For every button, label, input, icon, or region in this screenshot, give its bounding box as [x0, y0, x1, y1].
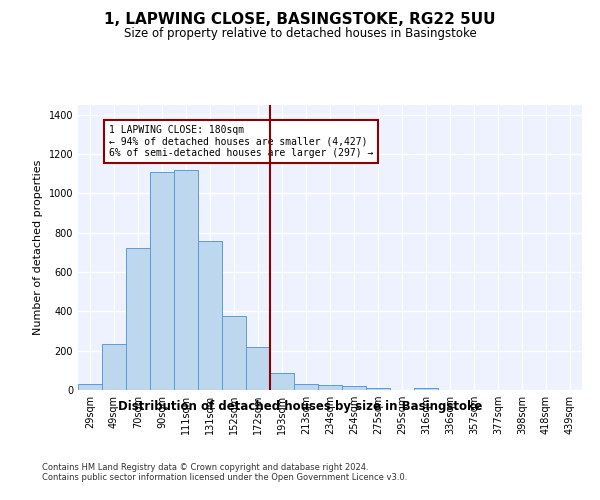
Bar	[342, 386, 366, 390]
Text: 1, LAPWING CLOSE, BASINGSTOKE, RG22 5UU: 1, LAPWING CLOSE, BASINGSTOKE, RG22 5UU	[104, 12, 496, 28]
Bar	[270, 372, 294, 390]
Text: Distribution of detached houses by size in Basingstoke: Distribution of detached houses by size …	[118, 400, 482, 413]
Text: Contains HM Land Registry data © Crown copyright and database right 2024.: Contains HM Land Registry data © Crown c…	[42, 462, 368, 471]
Bar	[366, 388, 390, 390]
Bar	[78, 384, 102, 390]
Bar	[294, 384, 318, 390]
Bar	[246, 347, 270, 390]
Bar	[174, 170, 198, 390]
Bar	[102, 344, 126, 390]
Bar	[198, 240, 222, 390]
Y-axis label: Number of detached properties: Number of detached properties	[33, 160, 43, 335]
Text: 1 LAPWING CLOSE: 180sqm
← 94% of detached houses are smaller (4,427)
6% of semi-: 1 LAPWING CLOSE: 180sqm ← 94% of detache…	[109, 124, 374, 158]
Bar	[318, 385, 342, 390]
Bar	[414, 388, 438, 390]
Bar	[150, 172, 174, 390]
Bar	[126, 248, 150, 390]
Bar	[222, 316, 246, 390]
Text: Contains public sector information licensed under the Open Government Licence v3: Contains public sector information licen…	[42, 472, 407, 482]
Text: Size of property relative to detached houses in Basingstoke: Size of property relative to detached ho…	[124, 28, 476, 40]
